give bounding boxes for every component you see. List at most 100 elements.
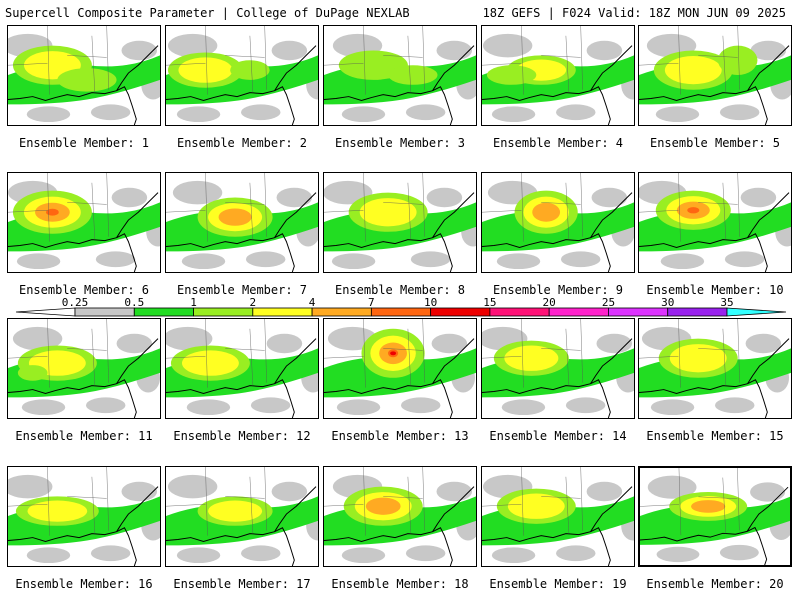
gray-area — [491, 547, 536, 564]
member-map-7[interactable] — [165, 172, 319, 273]
member-map-1[interactable] — [7, 25, 161, 126]
colorbar-swatch — [608, 307, 669, 317]
member-label: Ensemble Member: 12 — [173, 429, 311, 443]
gray-area — [596, 333, 633, 354]
coastline — [324, 233, 453, 272]
member-label: Ensemble Member: 7 — [176, 283, 308, 297]
member-label: Ensemble Member: 2 — [176, 136, 308, 150]
state-borders — [8, 467, 109, 536]
gray-area — [276, 187, 313, 208]
member-label: Ensemble Member: 17 — [173, 577, 311, 591]
colorbar-label: 4 — [309, 296, 316, 309]
member-map-11[interactable] — [7, 318, 161, 419]
scp-contour — [532, 202, 561, 222]
scp-contour — [664, 55, 722, 85]
scp-contour — [717, 45, 758, 76]
member-label: Ensemble Member: 1 — [18, 136, 150, 150]
colorbar-label: 0.5 — [124, 296, 144, 309]
member-map-9[interactable] — [481, 172, 635, 273]
colorbar-label: 15 — [483, 296, 496, 309]
member-map-6[interactable] — [7, 172, 161, 273]
coastline — [324, 379, 453, 418]
state-borders — [482, 173, 583, 242]
coastline — [166, 379, 295, 418]
member-map-17[interactable] — [165, 466, 319, 567]
scp-contour — [178, 57, 233, 83]
member-label: Ensemble Member: 11 — [15, 429, 153, 443]
gray-area — [724, 251, 765, 268]
colorbar-swatch — [667, 307, 728, 317]
member-label: Ensemble Member: 3 — [334, 136, 466, 150]
scp-contour — [365, 497, 401, 515]
member-map-2[interactable] — [165, 25, 319, 126]
colorbar-label: 0.25 — [62, 296, 89, 309]
gray-area — [12, 326, 63, 351]
gray-area — [85, 397, 126, 414]
colorbar-swatch — [430, 307, 491, 317]
scp-contour — [669, 344, 727, 373]
gray-area — [431, 333, 468, 354]
member-map-18[interactable] — [323, 466, 477, 567]
gray-area — [647, 475, 697, 499]
member-map-8[interactable] — [323, 172, 477, 273]
gray-area — [95, 251, 136, 268]
state-borders — [639, 173, 740, 242]
gray-area — [715, 397, 755, 414]
valid-time: 18Z GEFS | F024 Valid: 18Z MON JUN 09 20… — [482, 6, 786, 20]
state-borders — [639, 319, 740, 388]
scp-contour — [17, 365, 48, 381]
gray-area — [241, 545, 281, 562]
state-borders — [324, 26, 425, 95]
member-map-10[interactable] — [638, 172, 792, 273]
coastline — [482, 233, 611, 272]
coastline — [432, 45, 475, 91]
scp-contour — [687, 207, 700, 214]
gray-area — [172, 180, 223, 205]
coastline — [747, 45, 790, 91]
gray-area — [121, 40, 158, 61]
gray-area — [245, 251, 286, 268]
member-map-14[interactable] — [481, 318, 635, 419]
scp-contour — [208, 500, 263, 522]
member-map-4[interactable] — [481, 25, 635, 126]
coastline — [166, 86, 295, 125]
colorbar-arrow-low — [15, 307, 76, 317]
member-label: Ensemble Member: 6 — [18, 283, 150, 297]
gray-area — [586, 40, 623, 61]
member-map-13[interactable] — [323, 318, 477, 419]
member-map-3[interactable] — [323, 25, 477, 126]
member-map-5[interactable] — [638, 25, 792, 126]
colorbar-swatch — [489, 307, 550, 317]
gray-area — [719, 104, 760, 121]
gray-area — [482, 33, 533, 58]
member-map-19[interactable] — [481, 466, 635, 567]
state-borders — [166, 319, 267, 388]
colorbar-label: 1 — [190, 296, 197, 309]
member-label: Ensemble Member: 9 — [492, 283, 624, 297]
gray-area — [660, 253, 705, 270]
gray-area — [491, 106, 536, 123]
coastline — [274, 45, 317, 91]
gray-area — [496, 253, 541, 270]
colorbar-swatch — [193, 307, 254, 317]
member-map-15[interactable] — [638, 318, 792, 419]
member-map-12[interactable] — [165, 318, 319, 419]
coastline — [590, 338, 633, 384]
gray-area — [166, 326, 213, 351]
coastline — [639, 233, 768, 272]
gray-area — [266, 333, 303, 354]
state-borders — [8, 319, 109, 388]
member-label: Ensemble Member: 13 — [331, 429, 469, 443]
member-map-20[interactable] — [638, 466, 792, 567]
gray-area — [436, 40, 473, 61]
coastline — [482, 379, 611, 418]
member-label: Ensemble Member: 18 — [331, 577, 469, 591]
member-label: Ensemble Member: 19 — [489, 577, 627, 591]
colorbar-label: 2 — [250, 296, 257, 309]
colorbar-label: 30 — [661, 296, 674, 309]
gray-area — [341, 106, 386, 123]
member-label: Ensemble Member: 5 — [649, 136, 781, 150]
colorbar-swatch — [311, 307, 372, 317]
coastline — [166, 527, 295, 566]
member-map-16[interactable] — [7, 466, 161, 567]
